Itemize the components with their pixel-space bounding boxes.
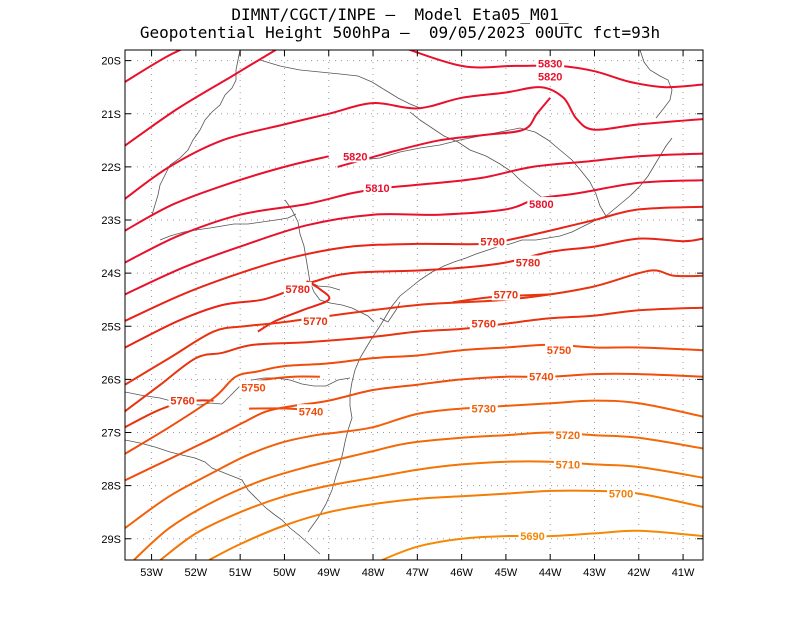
- title-line-2: Geopotential Height 500hPa – 09/05/2023 …: [139, 23, 661, 42]
- contour-label-5690: 5690: [520, 531, 544, 543]
- contour-label-5780: 5780: [285, 284, 309, 296]
- lon-tick-label: 44W: [539, 567, 562, 579]
- longitude-axis: 53W 52W 51W 50W 49W 48W 47W 46W 45W 44W 43W 42W 41W: [140, 50, 695, 579]
- plot-frame: [124, 49, 704, 561]
- contour-label-bg: [341, 149, 370, 163]
- contour-label-bg: [301, 313, 330, 327]
- contour-label-5750: 5750: [547, 345, 571, 357]
- contour-line-5780: [257, 280, 331, 333]
- contour-label-5730: 5730: [472, 404, 496, 416]
- contour-label-5770: 5770: [303, 316, 327, 328]
- contour-line-5700: [208, 489, 703, 560]
- contour-label-5830: 5830: [538, 58, 562, 70]
- contour-label-bg: [518, 529, 547, 543]
- contour-label-5740: 5740: [299, 406, 323, 418]
- contour-label-bg: [469, 401, 498, 415]
- lon-tick-label: 45W: [495, 567, 518, 579]
- lat-tick-label: 23S: [101, 215, 121, 227]
- lon-tick-label: 48W: [362, 567, 385, 579]
- contour-line-5820: [337, 97, 551, 168]
- lon-tick-label: 53W: [140, 567, 163, 579]
- lat-tick-label: 25S: [101, 321, 121, 333]
- lat-tick-label: 24S: [101, 268, 121, 280]
- contour-label-5800: 5800: [529, 199, 553, 211]
- contour-label-5750: 5750: [241, 382, 265, 394]
- contour-label-bg: [469, 316, 498, 330]
- lat-tick-label: 22S: [101, 162, 121, 174]
- lon-tick-label: 50W: [273, 567, 296, 579]
- contour-label-5740: 5740: [529, 372, 553, 384]
- contour-label-bg: [536, 69, 565, 83]
- contour-line-5830: [407, 50, 703, 89]
- map-title: DIMNT/CGCT/INPE – Model Eta05_M01_ Geopo…: [0, 6, 800, 42]
- contour-label-5770: 5770: [494, 289, 518, 301]
- contour-label-5820: 5820: [343, 151, 367, 163]
- lon-tick-label: 42W: [627, 567, 650, 579]
- contour-label-5760: 5760: [472, 319, 496, 331]
- contour-line-5730: [125, 399, 703, 529]
- lat-tick-label: 28S: [101, 481, 121, 493]
- contour-label-bg: [553, 428, 582, 442]
- contour-label-5720: 5720: [556, 430, 580, 442]
- contour-line-5810: [125, 152, 703, 264]
- contour-line-5760: [125, 306, 703, 413]
- lat-tick-label: 29S: [101, 534, 121, 546]
- contour-label-bg: [297, 404, 326, 418]
- contour-label-bg: [514, 255, 543, 269]
- contour-label-5820: 5820: [538, 72, 562, 84]
- contour-line-5720: [133, 431, 703, 560]
- lon-tick-label: 41W: [672, 567, 695, 579]
- contour-label-bg: [283, 282, 312, 296]
- lat-tick-label: 20S: [101, 56, 121, 68]
- contour-label-5790: 5790: [480, 236, 504, 248]
- contour-line-5750: [125, 343, 703, 455]
- contour-label-bg: [545, 343, 574, 357]
- title-line-1: DIMNT/CGCT/INPE – Model Eta05_M01_: [231, 5, 569, 24]
- lon-tick-label: 49W: [317, 567, 340, 579]
- contour-line-5790: [125, 205, 703, 322]
- contour-label-bg: [527, 197, 556, 211]
- contour-line-5770: [125, 269, 703, 386]
- lon-tick-label: 52W: [185, 567, 208, 579]
- lat-tick-label: 27S: [101, 428, 121, 440]
- contour-label-bg: [478, 234, 507, 248]
- contour-line-5710: [159, 460, 703, 560]
- lon-tick-label: 47W: [406, 567, 429, 579]
- contour-label-5710: 5710: [556, 459, 580, 471]
- contour-label-bg: [553, 457, 582, 471]
- contour-line-5820: [125, 86, 703, 200]
- lat-tick-label: 26S: [101, 374, 121, 386]
- contour-label-bg: [491, 287, 520, 301]
- latitude-axis: 20S 21S 22S 23S 24S 25S 26S 27S 28S 29S: [101, 56, 703, 546]
- contour-label-bg: [168, 393, 197, 407]
- contour-line-5830: [125, 50, 183, 83]
- contour-label-bg: [536, 56, 565, 70]
- contour-label-5760: 5760: [170, 396, 194, 408]
- contour-line-5820: [125, 50, 277, 147]
- contour-label-bg: [239, 380, 268, 394]
- contour-label-5700: 5700: [609, 489, 633, 501]
- lat-tick-label: 21S: [101, 109, 121, 121]
- coastline-borders: [125, 50, 673, 555]
- lon-tick-label: 46W: [450, 567, 473, 579]
- lon-tick-label: 51W: [229, 567, 252, 579]
- contour-label-5810: 5810: [365, 183, 389, 195]
- contour-lines: [125, 50, 703, 560]
- contour-label-bg: [607, 486, 636, 500]
- contour-line-5810: [125, 155, 329, 232]
- contour-label-bg: [527, 369, 556, 383]
- contour-line-5800: [125, 179, 703, 296]
- lon-tick-label: 43W: [583, 567, 606, 579]
- contour-line-5780: [125, 237, 703, 349]
- contour-label-5780: 5780: [516, 258, 540, 270]
- contour-line-5740: [125, 372, 703, 482]
- contour-labels: 5830 5820 5820 5810 5800 5790 5780 5780 5770 5770…: [168, 56, 636, 543]
- contour-label-bg: [363, 181, 392, 195]
